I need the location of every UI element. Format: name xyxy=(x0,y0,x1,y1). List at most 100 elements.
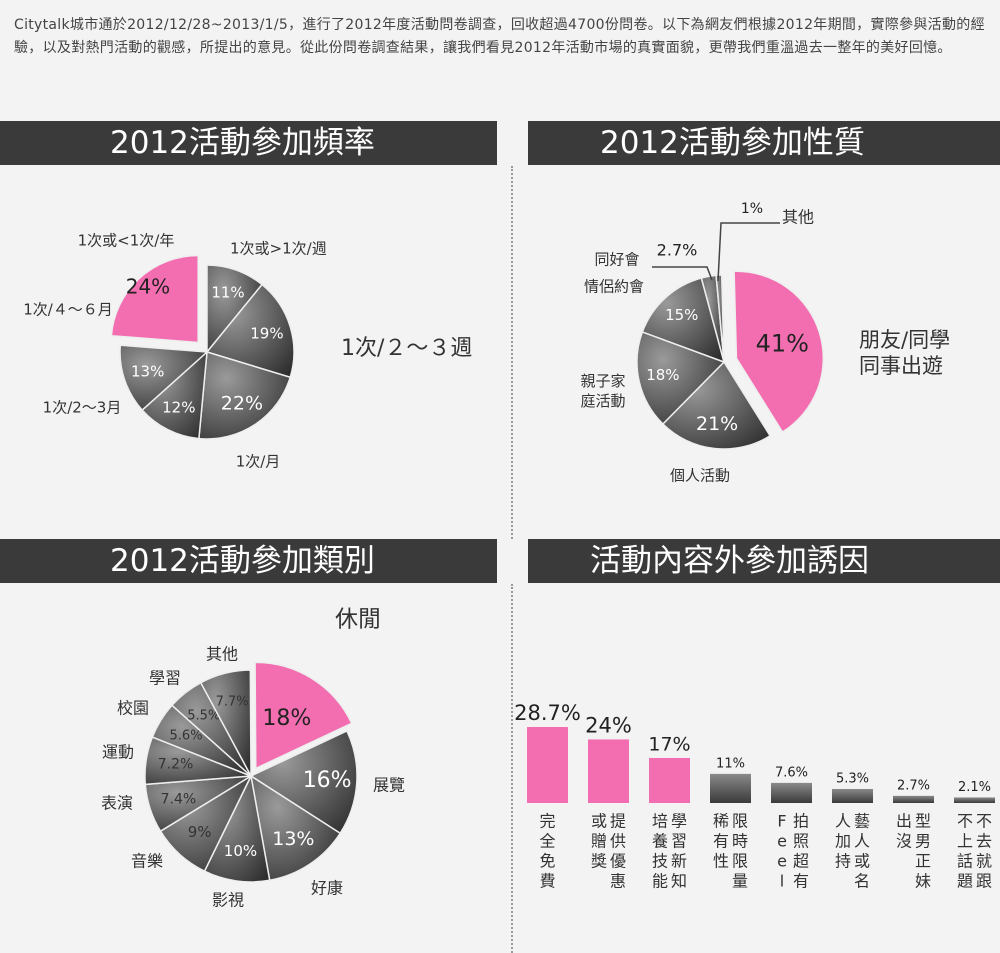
incentive-value-0: 28.7% xyxy=(514,701,581,725)
nature-label-2: 情侶約會 xyxy=(584,278,644,296)
incentive-category-3-char: 性 xyxy=(713,852,729,871)
frequency-value-0: 11% xyxy=(211,283,244,301)
frequency-slice-4 xyxy=(119,344,209,412)
incentive-category-5-char: 或 xyxy=(854,852,870,871)
incentive-category-5-char: 藝 xyxy=(854,812,870,831)
category-label-8: 其他 xyxy=(206,645,238,664)
nature-value-1: 18% xyxy=(646,366,679,384)
category-label-3: 音樂 xyxy=(131,852,163,871)
incentive-category-6-char: 型 xyxy=(915,812,931,831)
category-value-7: 5.5% xyxy=(187,709,220,724)
incentive-category-6-char: 沒 xyxy=(896,832,912,851)
nature-slice-2 xyxy=(641,277,726,364)
category-value-5: 7.2% xyxy=(158,757,194,773)
incentive-value-6: 2.7% xyxy=(897,778,930,793)
chart-title-nature: 2012活動參加性質 xyxy=(600,125,865,161)
category-label-4: 表演 xyxy=(101,794,133,813)
incentive-bar-4 xyxy=(771,782,812,803)
nature-label-4: 其他 xyxy=(782,208,814,227)
incentive-category-1-char: 惠 xyxy=(610,872,626,891)
category-slice-1 xyxy=(249,774,342,882)
incentive-category-4-char: 拍 xyxy=(793,812,809,831)
category-label-0: 展覽 xyxy=(373,776,405,795)
incentive-category-1-char: 獎 xyxy=(591,852,607,871)
nature-value-2: 15% xyxy=(665,306,698,324)
frequency-slice-3 xyxy=(141,350,208,440)
chart-title-frequency: 2012活動參加頻率 xyxy=(110,125,375,161)
frequency-value-5: 24% xyxy=(126,275,170,299)
category-label-6: 校園 xyxy=(117,699,149,718)
incentive-bar-3 xyxy=(710,773,751,803)
chart-title-category: 2012活動參加類別 xyxy=(110,543,375,579)
frequency-label-4: 1次或<1次/年 xyxy=(78,232,175,250)
frequency-value-4: 13% xyxy=(131,363,164,381)
category-value-9: 18% xyxy=(262,706,311,731)
category-value-0: 16% xyxy=(303,768,352,793)
incentive-category-6-char: 出 xyxy=(896,812,912,831)
incentive-category-2-char: 培 xyxy=(652,812,668,831)
banner-incentive: 活動內容外參加誘因 xyxy=(528,539,1000,583)
incentive-category-6-char: 妹 xyxy=(915,872,931,891)
incentive-category-2-char: 學 xyxy=(671,812,687,831)
incentive-category-1-char: 優 xyxy=(610,852,626,871)
incentive-value-2: 17% xyxy=(648,733,690,755)
nature-value-3-outer: 2.7% xyxy=(657,241,698,260)
incentive-category-7-char: 不 xyxy=(976,812,992,831)
category-value-2: 10% xyxy=(224,842,257,860)
incentive-category-0-char: 全 xyxy=(539,832,555,851)
incentive-category-2-char: 習 xyxy=(671,832,687,851)
divider-top xyxy=(511,166,513,539)
frequency-value-1: 19% xyxy=(250,324,283,342)
frequency-label-0: 1次或>1次/週 xyxy=(230,240,327,258)
intro-text: Citytalk城市通於2012/12/28~2013/1/5，進行了2012年… xyxy=(14,17,985,56)
incentive-category-7-char: 題 xyxy=(957,872,973,891)
category-value-1: 13% xyxy=(272,828,314,850)
incentive-category-1-char: 或 xyxy=(591,812,607,831)
incentive-category-0-char: 費 xyxy=(539,872,555,891)
incentive-category-7-char: 就 xyxy=(976,852,992,871)
frequency-slice-2 xyxy=(198,351,292,440)
nature-value-0: 21% xyxy=(696,413,738,435)
incentive-category-5-char: 名 xyxy=(854,872,870,891)
category-label-1: 好康 xyxy=(311,879,343,898)
incentive-category-1-char: 供 xyxy=(610,832,626,851)
incentive-category-5-char: 加 xyxy=(835,832,851,851)
category-label-7: 學習 xyxy=(149,669,181,688)
banner-category: 2012活動參加類別 xyxy=(0,539,497,583)
incentive-category-2-char: 新 xyxy=(671,852,687,871)
category-value-4: 7.4% xyxy=(161,792,197,808)
frequency-value-3: 12% xyxy=(162,398,195,416)
incentive-category-2-char: 技 xyxy=(652,852,668,871)
incentive-category-7-char: 不 xyxy=(957,812,973,831)
incentive-category-1-char: 贈 xyxy=(591,832,607,851)
category-slice-9 xyxy=(254,661,353,770)
nature-label-5: 朋友/同學同事出遊 xyxy=(859,328,950,378)
incentive-bar-6 xyxy=(893,795,934,803)
incentive-category-7-char: 跟 xyxy=(976,872,992,891)
incentive-category-3-char: 限 xyxy=(732,852,748,871)
category-value-3: 9% xyxy=(188,823,212,841)
incentive-category-3-char: 時 xyxy=(732,832,748,851)
frequency-slice-5 xyxy=(110,254,199,344)
incentive-category-5-char: 持 xyxy=(835,852,851,871)
incentive-category-6-char: 男 xyxy=(915,832,931,851)
chart-title-incentive: 活動內容外參加誘因 xyxy=(590,543,869,579)
incentive-bar-7 xyxy=(954,797,995,803)
category-label-5: 運動 xyxy=(102,743,134,762)
incentive-bar-1 xyxy=(588,739,629,803)
incentive-category-5-char: 人 xyxy=(835,812,851,831)
incentive-bar-2 xyxy=(649,757,690,803)
banner-nature: 2012活動參加性質 xyxy=(528,121,1000,165)
frequency-slice-1 xyxy=(205,283,295,379)
incentive-category-4-char: 照 xyxy=(793,832,809,851)
incentive-bar-0 xyxy=(527,727,568,803)
incentive-category-0-char: 完 xyxy=(539,812,555,831)
frequency-value-2: 22% xyxy=(221,393,263,415)
incentive-category-5-char: 人 xyxy=(854,832,870,851)
incentive-value-5: 5.3% xyxy=(836,771,869,786)
frequency-label-3: 1次/４～６月 xyxy=(23,301,113,319)
incentive-category-0-char: 免 xyxy=(539,852,555,871)
incentive-category-4-char: e xyxy=(777,832,787,851)
incentive-value-3: 11% xyxy=(716,756,745,771)
category-slice-8 xyxy=(199,669,252,777)
